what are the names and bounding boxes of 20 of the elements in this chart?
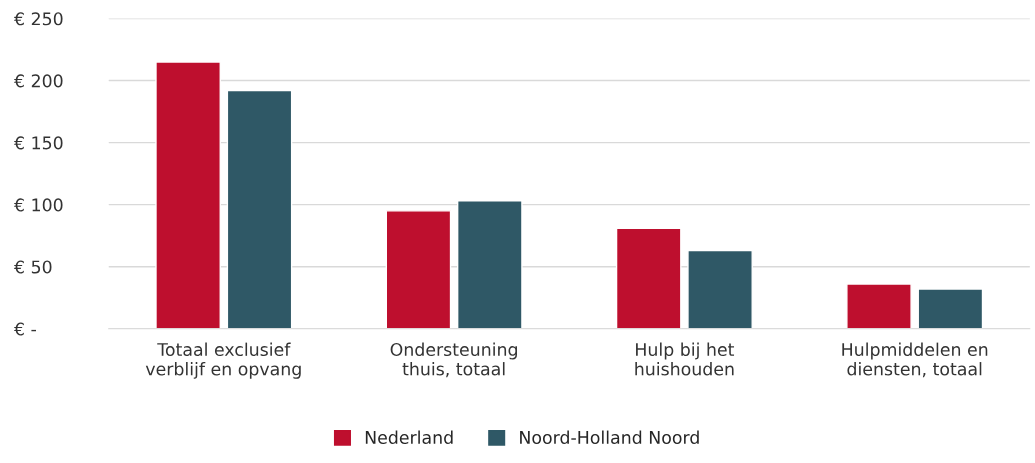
y-tick-label: € 250: [14, 12, 63, 26]
y-tick-label: € 100: [14, 198, 63, 212]
x-tick-label: Totaal exclusief verblijf en opvang: [145, 342, 301, 379]
bar: [226, 89, 293, 329]
y-tick-label: € 200: [14, 74, 63, 88]
y-tick-label: € 150: [14, 136, 63, 150]
bar: [917, 288, 984, 329]
bar: [846, 283, 912, 329]
x-tick-label: Hulp bij het huishouden: [635, 342, 735, 376]
bar: [385, 210, 452, 329]
x-tick-label: Hulpmiddelen en diensten, totaal: [842, 342, 988, 378]
bar: [687, 249, 753, 329]
y-tick-label: € 50: [14, 260, 52, 274]
x-tick-label: Ondersteuning thuis, totaal: [390, 342, 517, 378]
bar: [456, 200, 523, 329]
bar: [155, 61, 221, 329]
legend-label: Noord-Holland Noord: [520, 430, 699, 445]
legend-label: Nederland: [365, 430, 453, 445]
y-tick-label: € -: [14, 322, 36, 336]
bar: [615, 227, 682, 329]
